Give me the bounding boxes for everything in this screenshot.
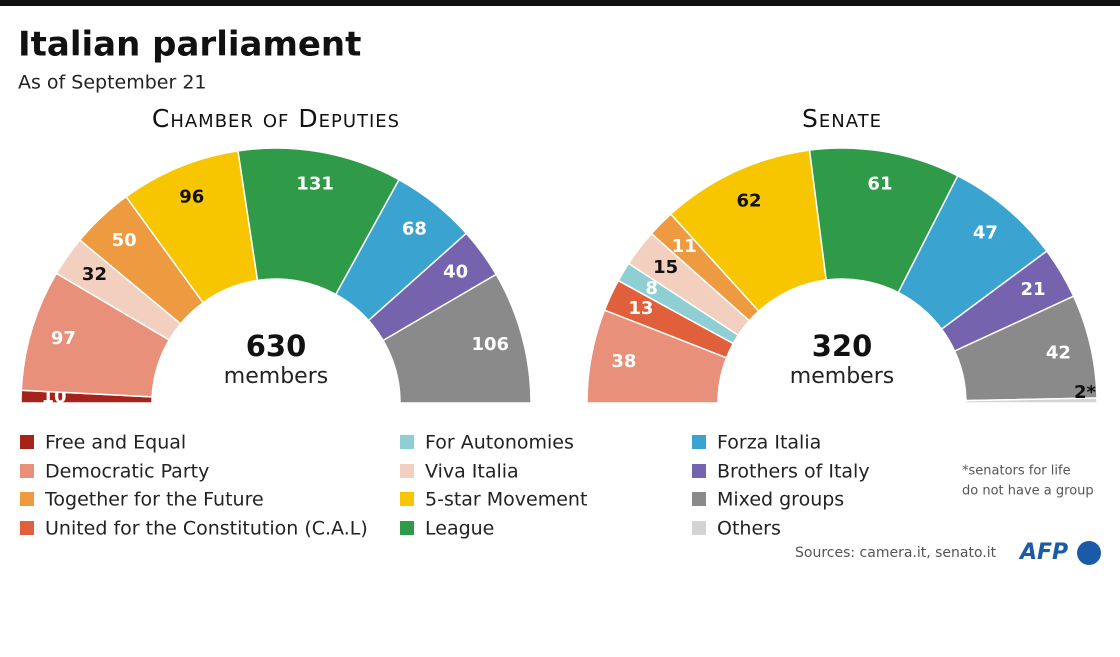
value-label: 13 — [628, 298, 653, 319]
chart-title: Senate — [802, 104, 882, 133]
value-label: 47 — [973, 222, 998, 243]
legend-swatch — [400, 435, 414, 449]
value-label: 61 — [867, 173, 892, 194]
legend-swatch — [20, 521, 34, 535]
legend-swatch — [692, 464, 706, 478]
value-label: 2* — [1074, 382, 1097, 403]
logo: AFP — [1018, 540, 1068, 565]
legend-label: Forza Italia — [717, 432, 821, 454]
value-label: 15 — [653, 257, 678, 278]
value-label: 62 — [737, 190, 762, 211]
legend-swatch — [692, 521, 706, 535]
value-label: 42 — [1046, 342, 1071, 363]
legend-swatch — [400, 521, 414, 535]
value-label: 32 — [82, 264, 107, 285]
legend-label: For Autonomies — [425, 432, 574, 454]
legend-swatch — [20, 464, 34, 478]
legend-label: Free and Equal — [45, 432, 186, 454]
note: do not have a group — [962, 484, 1094, 499]
total: 630 — [246, 329, 307, 363]
legend-swatch — [692, 435, 706, 449]
value-label: 131 — [296, 173, 334, 194]
segment — [382, 273, 532, 404]
value-label: 106 — [472, 334, 510, 355]
value-label: 97 — [51, 328, 76, 349]
top-bar — [0, 0, 1120, 6]
source: Sources: camera.it, senato.it — [795, 545, 997, 561]
value-label: 8 — [645, 278, 658, 299]
value-label: 11 — [672, 236, 697, 257]
value-label: 21 — [1020, 279, 1045, 300]
segment — [965, 397, 1098, 404]
total-label: members — [790, 364, 894, 389]
legend-label: Mixed groups — [717, 489, 844, 511]
chart-title: Chamber of Deputies — [152, 104, 400, 133]
legend-swatch — [20, 492, 34, 506]
value-label: 68 — [402, 218, 427, 239]
legend-label: Others — [717, 518, 781, 540]
note: *senators for life — [962, 464, 1071, 479]
legend-label: Together for the Future — [44, 489, 264, 511]
legend-swatch — [20, 435, 34, 449]
total-label: members — [224, 364, 328, 389]
legend-label: Viva Italia — [425, 461, 519, 483]
title: Italian parliament — [18, 25, 361, 65]
legend-label: Democratic Party — [45, 461, 209, 483]
legend-label: Brothers of Italy — [717, 461, 870, 483]
legend-label: 5-star Movement — [425, 489, 587, 511]
legend-swatch — [400, 492, 414, 506]
legend-swatch — [692, 492, 706, 506]
logo-dot — [1077, 541, 1101, 565]
legend-label: League — [425, 518, 494, 540]
total: 320 — [812, 329, 873, 363]
subtitle: As of September 21 — [18, 72, 207, 94]
legend-label: United for the Constitution (C.A.L) — [45, 518, 368, 540]
value-label: 38 — [611, 351, 636, 372]
legend-swatch — [400, 464, 414, 478]
value-label: 50 — [112, 230, 137, 251]
value-label: 96 — [179, 187, 204, 208]
value-label: 40 — [443, 262, 468, 283]
